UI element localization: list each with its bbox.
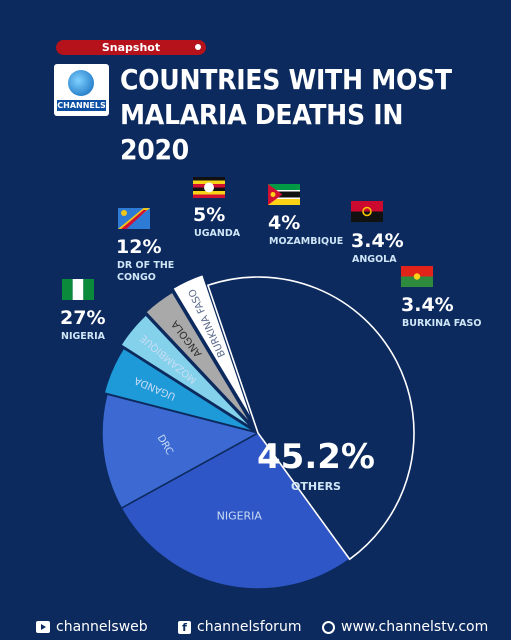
country-label-burkina-faso: BURKINA FASO	[402, 318, 481, 329]
country-label-angola: ANGOLA	[352, 254, 397, 265]
percent-label-nigeria: 27%	[60, 307, 105, 329]
drc-flag-icon	[118, 208, 150, 229]
country-label-drc-1: DR OF THE	[117, 260, 174, 271]
percent-label-angola: 3.4%	[351, 230, 404, 252]
website-url: www.channelstv.com	[341, 619, 489, 635]
burkina-flag-icon	[401, 266, 433, 287]
country-label-mozambique: MOZAMBIQUE	[269, 236, 343, 247]
slice-nigeria	[120, 432, 351, 590]
angola-flag-icon	[351, 201, 383, 222]
slice-angola	[144, 291, 254, 427]
website-link[interactable]: www.channelstv.com	[322, 619, 488, 635]
country-label-drc-2: CONGO	[117, 272, 156, 283]
title-line-1: COUNTRIES WITH MOST	[120, 63, 452, 96]
footer: channelsweb f channelsforum www.channels…	[0, 612, 511, 640]
page-title: COUNTRIES WITH MOST MALARIA DEATHS IN 20…	[120, 62, 480, 167]
facebook-icon: f	[178, 620, 191, 634]
percent-label-uganda: 5%	[193, 204, 225, 226]
percent-label-burkina-faso: 3.4%	[401, 294, 454, 316]
others-name-label: OTHERS	[291, 480, 341, 493]
record-dot-icon	[195, 44, 201, 50]
mozambique-flag-icon	[268, 184, 300, 205]
globe-icon	[68, 70, 94, 96]
percent-label-drc: 12%	[116, 236, 161, 258]
logo-text: CHANNELS	[57, 100, 106, 111]
country-label-nigeria: NIGERIA	[61, 331, 106, 342]
globe-web-icon	[322, 620, 335, 634]
youtube-handle: channelsweb	[56, 619, 148, 635]
percent-label-mozambique: 4%	[268, 212, 300, 234]
slice-mozambique	[119, 313, 254, 430]
country-label-uganda: UGANDA	[194, 228, 241, 239]
slice-others	[206, 276, 415, 561]
slice-label-nigeria: NIGERIA	[217, 510, 263, 523]
facebook-handle: channelsforum	[197, 619, 302, 635]
youtube-icon	[36, 621, 50, 633]
channels-logo: CHANNELS	[54, 64, 109, 116]
facebook-link[interactable]: f channelsforum	[178, 619, 301, 635]
slice-burkina-faso	[171, 273, 254, 423]
snapshot-label: Snapshot	[101, 41, 161, 54]
title-line-2: MALARIA DEATHS IN 2020	[120, 98, 404, 166]
others-percent-label: 45.2%	[257, 437, 375, 477]
nigeria-flag-icon	[62, 279, 94, 300]
slice-uganda	[103, 347, 256, 433]
pie-chart: NIGERIADRCUGANDAMOZAMBIQUEANGOLABURKINA …	[60, 177, 481, 590]
snapshot-badge: Snapshot	[56, 40, 206, 55]
slice-drc	[101, 393, 261, 510]
uganda-flag-icon	[193, 177, 225, 198]
youtube-link[interactable]: channelsweb	[36, 619, 148, 635]
